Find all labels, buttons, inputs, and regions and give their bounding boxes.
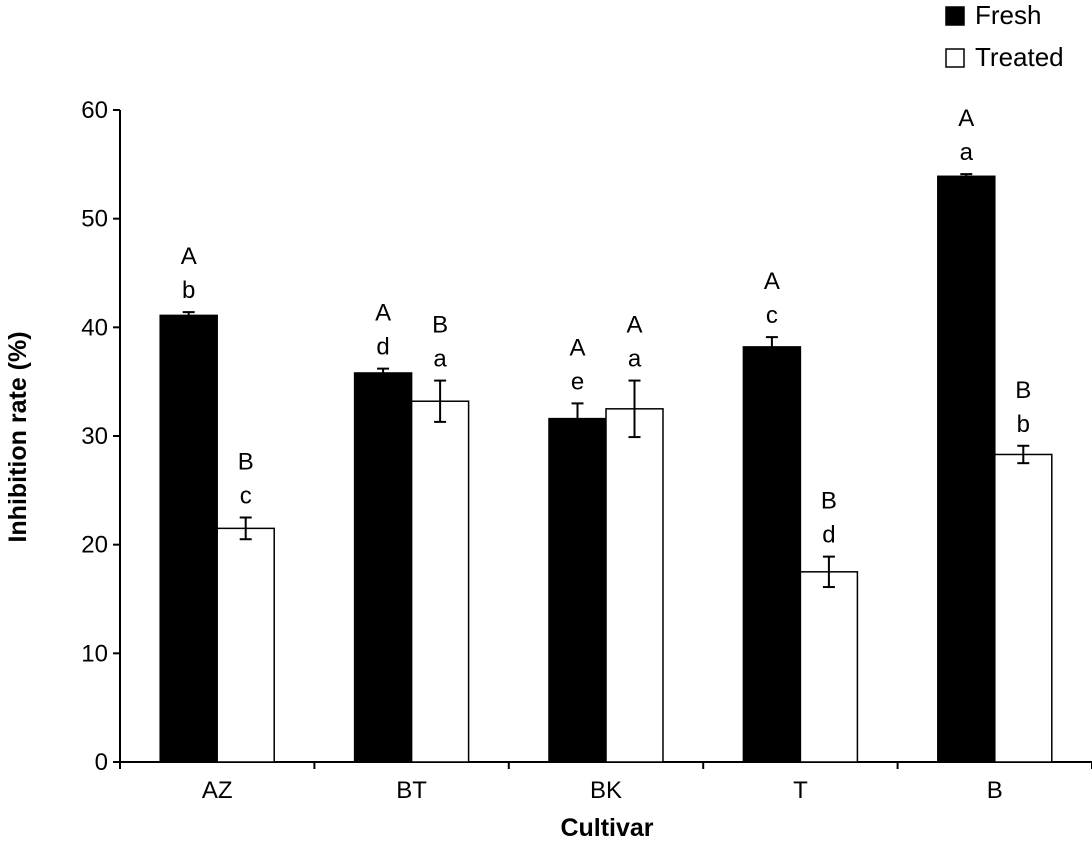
significance-label-upper: A: [958, 105, 974, 132]
legend-swatch-fresh: [945, 6, 965, 26]
bar-treated: [994, 453, 1053, 763]
x-tick-label: T: [793, 777, 808, 804]
bar-treated: [605, 408, 664, 763]
significance-label-upper: A: [626, 312, 642, 339]
x-tick-label: BK: [590, 777, 622, 804]
legend-label-fresh: Fresh: [975, 0, 1041, 30]
significance-label-lower: a: [960, 139, 974, 166]
significance-label-upper: B: [432, 312, 448, 339]
legend-swatch-treated: [945, 48, 965, 68]
significance-label-upper: A: [181, 243, 197, 270]
x-axis-title: Cultivar: [560, 814, 653, 842]
significance-label-upper: B: [821, 488, 837, 515]
significance-label-lower: d: [822, 522, 835, 549]
bar-treated: [410, 400, 470, 763]
significance-label-upper: A: [375, 300, 391, 327]
significance-label-lower: d: [376, 334, 389, 361]
y-tick-label: 10: [81, 640, 108, 667]
y-tick-label: 60: [81, 97, 108, 124]
significance-label-upper: A: [764, 268, 780, 295]
significance-label-lower: c: [240, 483, 252, 510]
significance-label-lower: c: [766, 302, 778, 329]
significance-label-lower: e: [571, 368, 584, 395]
bar-fresh: [937, 175, 996, 763]
bar-treated: [216, 527, 275, 763]
y-tick-label: 50: [81, 206, 108, 233]
significance-label-upper: B: [238, 449, 254, 476]
significance-label-lower: a: [628, 346, 642, 373]
x-tick-label: B: [987, 777, 1003, 804]
bar-fresh: [353, 372, 413, 763]
y-tick-label: 30: [81, 423, 108, 450]
bar-fresh: [742, 346, 802, 763]
x-tick-label: BT: [396, 777, 427, 804]
significance-label-lower: b: [182, 277, 195, 304]
legend: Fresh Treated: [945, 0, 1064, 72]
bar-treated: [799, 571, 859, 763]
significance-label-upper: B: [1015, 377, 1031, 404]
y-tick-label: 40: [81, 314, 108, 341]
y-tick-label: 0: [95, 749, 108, 776]
significance-label-lower: a: [433, 346, 447, 373]
y-tick-label: 20: [81, 532, 108, 559]
x-tick-label: AZ: [202, 777, 233, 804]
y-axis-title: Inhibition rate (%): [4, 331, 32, 542]
bar-fresh: [159, 314, 218, 763]
significance-label-lower: b: [1017, 411, 1030, 438]
legend-label-treated: Treated: [975, 42, 1064, 72]
significance-label-upper: A: [569, 334, 585, 361]
bar-fresh: [548, 417, 607, 763]
